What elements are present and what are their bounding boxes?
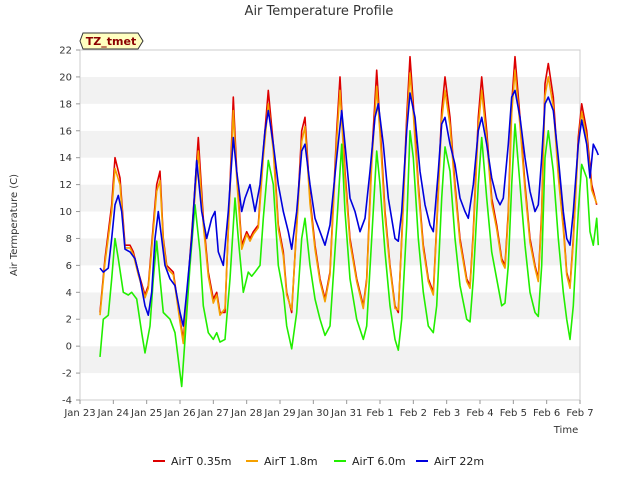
y-tick-label: 16 [59, 126, 72, 137]
plot-area-border [79, 49, 581, 401]
x-tick-label: Feb 3 [433, 408, 460, 419]
series-lines [99, 55, 600, 388]
legend: AirT 0.35m AirT 1.8m AirT 6.0m AirT 22m [153, 455, 484, 468]
y-tick-label: 12 [59, 180, 72, 191]
x-tick-label: Feb 5 [500, 408, 527, 419]
grid-band [80, 130, 580, 158]
series-line-airt-6-0m [99, 123, 600, 388]
grid-band [80, 373, 580, 400]
grid-band [80, 76, 580, 104]
y-tick-label: 18 [59, 99, 72, 110]
x-tick-label: Jan 27 [197, 408, 229, 419]
y-axis-label: Air Termperature (C) [9, 174, 20, 276]
x-tick-label: Jan 24 [97, 408, 129, 419]
y-tick-label: 0 [66, 342, 72, 353]
y-tick-label: 10 [59, 207, 72, 218]
x-tick-label: Jan 28 [230, 408, 262, 419]
legend-label: AirT 0.35m [171, 455, 232, 468]
x-tick-label: Jan 25 [130, 408, 162, 419]
y-axis-ticks: -4 -2 0 2 4 6 8 10 12 14 16 18 20 22 [59, 46, 80, 407]
x-tick-label: Feb 1 [366, 408, 393, 419]
y-tick-label: 4 [66, 288, 72, 299]
x-tick-label: Feb 2 [400, 408, 427, 419]
grid-band [80, 346, 580, 374]
grid-band [80, 157, 580, 185]
x-tick-label: Jan 26 [163, 408, 195, 419]
y-tick-label: 14 [59, 153, 72, 164]
x-tick-label: Feb 6 [533, 408, 560, 419]
x-tick-label: Feb 7 [566, 408, 593, 419]
x-axis-label: Time [553, 425, 578, 436]
x-tick-label: Jan 29 [263, 408, 295, 419]
station-tag: TZ_tmet [79, 32, 144, 50]
y-tick-label: 20 [59, 72, 72, 83]
legend-label: AirT 6.0m [352, 455, 406, 468]
y-tick-label: 8 [66, 234, 72, 245]
x-tick-label: Jan 23 [63, 408, 95, 419]
y-tick-label: -2 [62, 369, 72, 380]
y-tick-label: 2 [66, 315, 72, 326]
x-tick-label: Feb 4 [466, 408, 493, 419]
series-line-airt-22m [99, 89, 600, 327]
x-tick-label: Jan 31 [330, 408, 362, 419]
x-tick-label: Jan 30 [297, 408, 329, 419]
legend-label: AirT 22m [434, 455, 484, 468]
y-tick-label: 6 [66, 261, 72, 272]
grid-band [80, 103, 580, 131]
legend-label: AirT 1.8m [264, 455, 318, 468]
chart-title: Air Temperature Profile [245, 4, 394, 19]
station-tag-label: TZ_tmet [86, 35, 136, 48]
grid-band [80, 50, 580, 77]
y-tick-label: 22 [59, 46, 72, 57]
x-axis-ticks: Jan 23 Jan 24 Jan 25 Jan 26 Jan 27 Jan 28 Jan … [63, 400, 594, 419]
y-tick-label: -4 [62, 396, 72, 407]
